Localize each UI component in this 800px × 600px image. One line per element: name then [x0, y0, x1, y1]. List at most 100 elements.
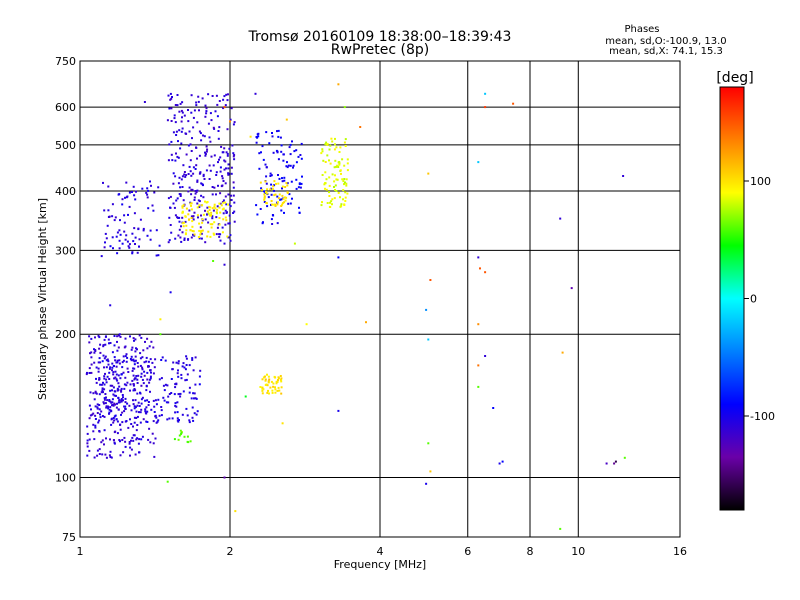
data-point: [273, 375, 276, 378]
data-point: [191, 230, 194, 232]
data-point: [116, 387, 119, 390]
data-point: [114, 376, 117, 379]
data-point: [227, 203, 229, 206]
data-point: [196, 202, 199, 205]
data-point: [168, 216, 171, 219]
data-point: [124, 440, 127, 443]
data-point: [297, 155, 300, 158]
data-point: [184, 220, 187, 223]
data-point: [157, 254, 160, 257]
data-point: [97, 334, 100, 337]
data-point: [176, 104, 179, 107]
data-point: [477, 385, 480, 388]
data-point: [116, 349, 119, 352]
data-point: [559, 527, 562, 530]
data-point: [199, 369, 202, 372]
data-point: [213, 154, 216, 157]
data-point: [195, 413, 198, 416]
data-point: [484, 106, 487, 109]
data-point: [160, 409, 163, 412]
data-point: [279, 378, 282, 381]
data-point: [277, 158, 280, 161]
data-point: [329, 162, 332, 165]
data-point: [226, 211, 228, 214]
data-point: [264, 163, 267, 166]
data-point: [209, 140, 212, 143]
data-point: [167, 159, 170, 162]
data-point: [186, 414, 189, 417]
data-point: [106, 399, 109, 402]
data-point: [135, 438, 138, 441]
data-point: [222, 107, 225, 110]
data-point: [324, 161, 327, 163]
data-point: [190, 397, 193, 400]
data-point: [167, 197, 170, 200]
data-point: [208, 164, 211, 167]
data-point: [197, 100, 200, 103]
data-point: [271, 135, 274, 138]
data-point: [337, 191, 340, 194]
data-point: [118, 399, 121, 402]
data-point: [326, 202, 329, 204]
data-point: [178, 220, 181, 223]
data-point: [262, 158, 265, 161]
data-point: [196, 180, 199, 183]
data-point: [181, 231, 184, 234]
data-point: [201, 218, 204, 221]
data-point: [131, 251, 134, 254]
data-point: [134, 355, 137, 358]
data-point: [301, 175, 303, 178]
data-point: [182, 362, 185, 365]
data-point: [281, 177, 283, 180]
data-point: [152, 372, 155, 375]
data-point: [331, 140, 334, 143]
data-point: [149, 390, 151, 393]
data-point: [229, 120, 231, 123]
data-point: [103, 366, 105, 369]
data-point: [204, 241, 207, 244]
data-point: [227, 236, 230, 239]
data-point: [280, 386, 283, 389]
data-point: [176, 411, 179, 414]
data-point: [167, 401, 170, 404]
data-point: [225, 93, 228, 96]
data-point: [122, 355, 125, 358]
data-point: [114, 430, 117, 433]
data-point: [181, 175, 184, 178]
data-point: [127, 371, 130, 373]
data-point: [116, 252, 119, 255]
data-point: [267, 381, 270, 384]
data-point: [170, 231, 173, 234]
data-point: [229, 234, 232, 237]
data-point: [111, 384, 114, 387]
data-point: [134, 338, 137, 341]
data-point: [90, 337, 93, 340]
data-point: [270, 193, 273, 196]
data-point: [222, 151, 225, 154]
data-point: [158, 244, 161, 247]
data-point: [105, 437, 107, 440]
data-point: [95, 377, 97, 380]
data-point: [103, 338, 106, 341]
data-point: [277, 377, 280, 380]
data-point: [112, 417, 115, 419]
data-point: [97, 370, 100, 373]
data-point: [127, 213, 129, 216]
data-point: [180, 432, 183, 435]
data-point: [177, 393, 180, 396]
data-point: [200, 232, 203, 235]
data-point: [188, 391, 191, 394]
data-point: [147, 404, 150, 406]
data-point: [198, 222, 201, 225]
data-point: [227, 163, 230, 166]
data-point: [94, 414, 97, 417]
data-point: [109, 450, 112, 453]
data-point: [139, 421, 142, 424]
data-point: [427, 172, 430, 175]
x-tick-label: 1: [77, 545, 84, 558]
data-point: [320, 152, 323, 155]
data-point: [192, 233, 194, 236]
data-point: [187, 238, 189, 241]
data-point: [110, 417, 113, 420]
